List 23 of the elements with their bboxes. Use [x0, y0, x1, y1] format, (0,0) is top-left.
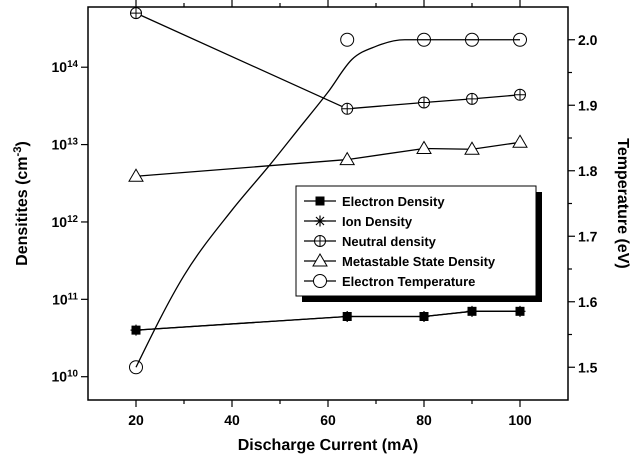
y2-tick-label: 1.5: [578, 359, 598, 376]
y2-tick-label: 2.0: [578, 32, 598, 48]
x-tick-label: 20: [128, 412, 144, 428]
y-tick-label: 10$^{12}$: [52, 213, 79, 230]
legend-label: Electron Density: [342, 194, 446, 209]
y-tick-label: 10$^{14}$: [52, 58, 79, 76]
y2-tick-label: 1.9: [578, 97, 598, 114]
legend-label: Neutral density: [342, 234, 437, 249]
legend-label: Metastable State Density: [342, 254, 496, 269]
x-axis-title: Discharge Current (mA): [238, 437, 418, 454]
y2-tick-label: 1.7: [578, 228, 598, 244]
y-tick-label: 10$^{10}$: [52, 368, 79, 385]
legend-label: Electron Temperature: [342, 274, 476, 289]
y2-tick-label: 1.6: [578, 294, 598, 310]
y-tick-label: 10$^{13}$: [52, 136, 79, 153]
x-tick-label: 60: [320, 412, 336, 428]
y2-tick-label: 1.8: [578, 162, 598, 179]
x-tick-label: 100: [508, 412, 532, 428]
x-tick-label: 80: [416, 412, 432, 428]
y-tick-label: 10$^{11}$: [52, 290, 79, 308]
x-tick-label: 40: [224, 412, 240, 428]
y2-axis-title: Temperature (eV): [614, 138, 631, 269]
legend-label: Ion Density: [342, 214, 413, 229]
